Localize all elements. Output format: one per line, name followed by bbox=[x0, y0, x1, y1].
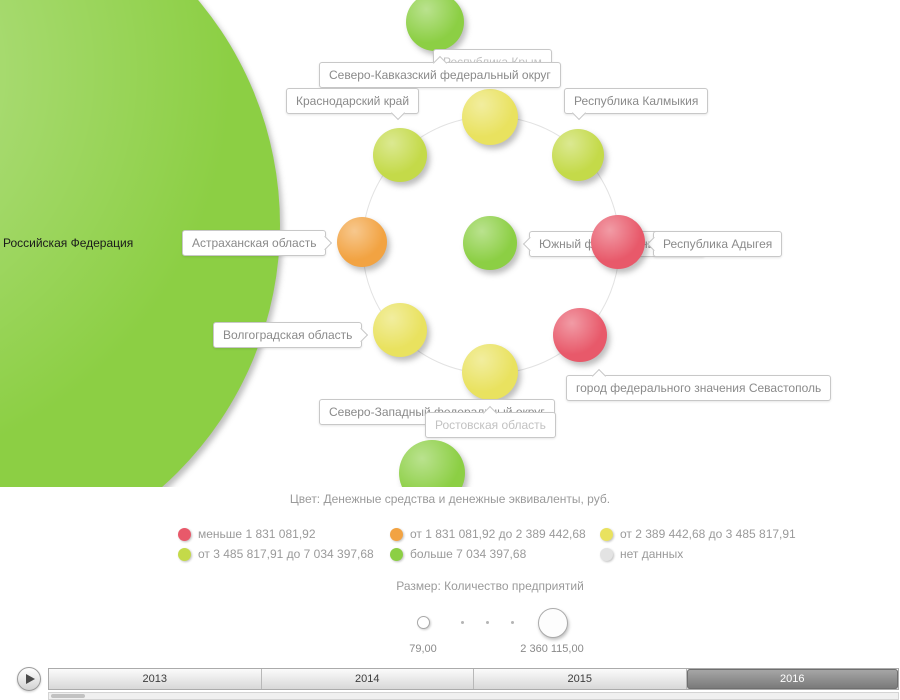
chart-area: Российская ФедерацияРеспублика КрымСевер… bbox=[0, 0, 832, 487]
label-pointer bbox=[572, 105, 587, 121]
legend-color-dot bbox=[390, 547, 403, 561]
region-label: Волгоградская область bbox=[213, 322, 369, 348]
legend-item: меньше 1 831 081,92 bbox=[178, 527, 316, 541]
region-name-label: Российская Федерация bbox=[3, 236, 134, 250]
timeline-year-2015[interactable]: 2015 bbox=[474, 669, 687, 689]
legend-item: от 2 389 442,68 до 3 485 817,91 bbox=[600, 527, 796, 541]
legend-item: больше 7 034 397,68 bbox=[390, 547, 526, 561]
size-max-circle bbox=[538, 608, 568, 638]
legend-label: больше 7 034 397,68 bbox=[410, 547, 527, 561]
play-icon bbox=[26, 674, 35, 684]
legend-label: нет данных bbox=[620, 547, 684, 561]
timeline-track[interactable]: 2013 2014 2015 2016 bbox=[48, 668, 899, 690]
region-bubble[interactable] bbox=[462, 89, 518, 145]
timeline-year-2016[interactable]: 2016 bbox=[686, 669, 898, 689]
region-label: Республика Калмыкия bbox=[564, 88, 709, 121]
timeline-year-2014[interactable]: 2014 bbox=[262, 669, 474, 689]
play-button[interactable] bbox=[17, 667, 41, 691]
region-label: Республика Адыгея bbox=[646, 231, 783, 257]
region-bubble[interactable] bbox=[463, 216, 517, 270]
region-bubble[interactable] bbox=[337, 217, 387, 267]
timeline-scrollbar[interactable] bbox=[48, 692, 899, 700]
legend-color-dot bbox=[178, 527, 191, 541]
legend-item: нет данных bbox=[600, 547, 683, 561]
legend-label: от 1 831 081,92 до 2 389 442,68 bbox=[410, 527, 586, 541]
legend-color-dot bbox=[600, 527, 613, 541]
region-bubble[interactable] bbox=[373, 303, 427, 357]
label-pointer bbox=[318, 235, 333, 251]
region-label: Северо-Кавказский федеральный округ bbox=[319, 55, 561, 88]
size-min-circle bbox=[417, 616, 430, 629]
color-legend-title: Цвет: Денежные средства и денежные эквив… bbox=[289, 492, 611, 506]
legend-item: от 3 485 817,91 до 7 034 397,68 bbox=[178, 547, 374, 561]
region-bubble[interactable] bbox=[462, 344, 518, 400]
legend-color-dot bbox=[600, 547, 613, 561]
legend-color-dot bbox=[178, 547, 191, 561]
region-label: Ростовская область bbox=[425, 405, 556, 438]
size-scale-dot bbox=[461, 621, 464, 624]
legend-label: меньше 1 831 081,92 bbox=[198, 527, 316, 541]
scrollbar-thumb[interactable] bbox=[51, 694, 85, 698]
region-bubble[interactable] bbox=[553, 308, 607, 362]
label-pointer bbox=[354, 327, 369, 343]
label-pointer bbox=[591, 368, 606, 384]
region-label: Краснодарский край bbox=[286, 88, 420, 121]
region-bubble[interactable] bbox=[552, 129, 604, 181]
region-bubble[interactable] bbox=[399, 440, 465, 487]
region-label: Астраханская область bbox=[182, 230, 333, 256]
label-pointer bbox=[391, 105, 406, 121]
legend-label: от 2 389 442,68 до 3 485 817,91 bbox=[620, 527, 796, 541]
region-bubble[interactable] bbox=[591, 215, 645, 269]
region-bubble[interactable] bbox=[373, 128, 427, 182]
size-scale-dot bbox=[511, 621, 514, 624]
legend-color-dot bbox=[390, 527, 403, 541]
region-label: город федерального значения Севастополь bbox=[566, 368, 832, 401]
size-legend-title: Размер: Количество предприятий bbox=[396, 579, 584, 593]
size-max-label: 2 360 115,00 bbox=[520, 643, 584, 655]
size-min-label: 79,00 bbox=[409, 643, 437, 655]
legend-label: от 3 485 817,91 до 7 034 397,68 bbox=[198, 547, 374, 561]
timeline-year-2013[interactable]: 2013 bbox=[49, 669, 262, 689]
region-bubble[interactable] bbox=[406, 0, 464, 51]
legend-item: от 1 831 081,92 до 2 389 442,68 bbox=[390, 527, 586, 541]
size-scale-dot bbox=[486, 621, 489, 624]
